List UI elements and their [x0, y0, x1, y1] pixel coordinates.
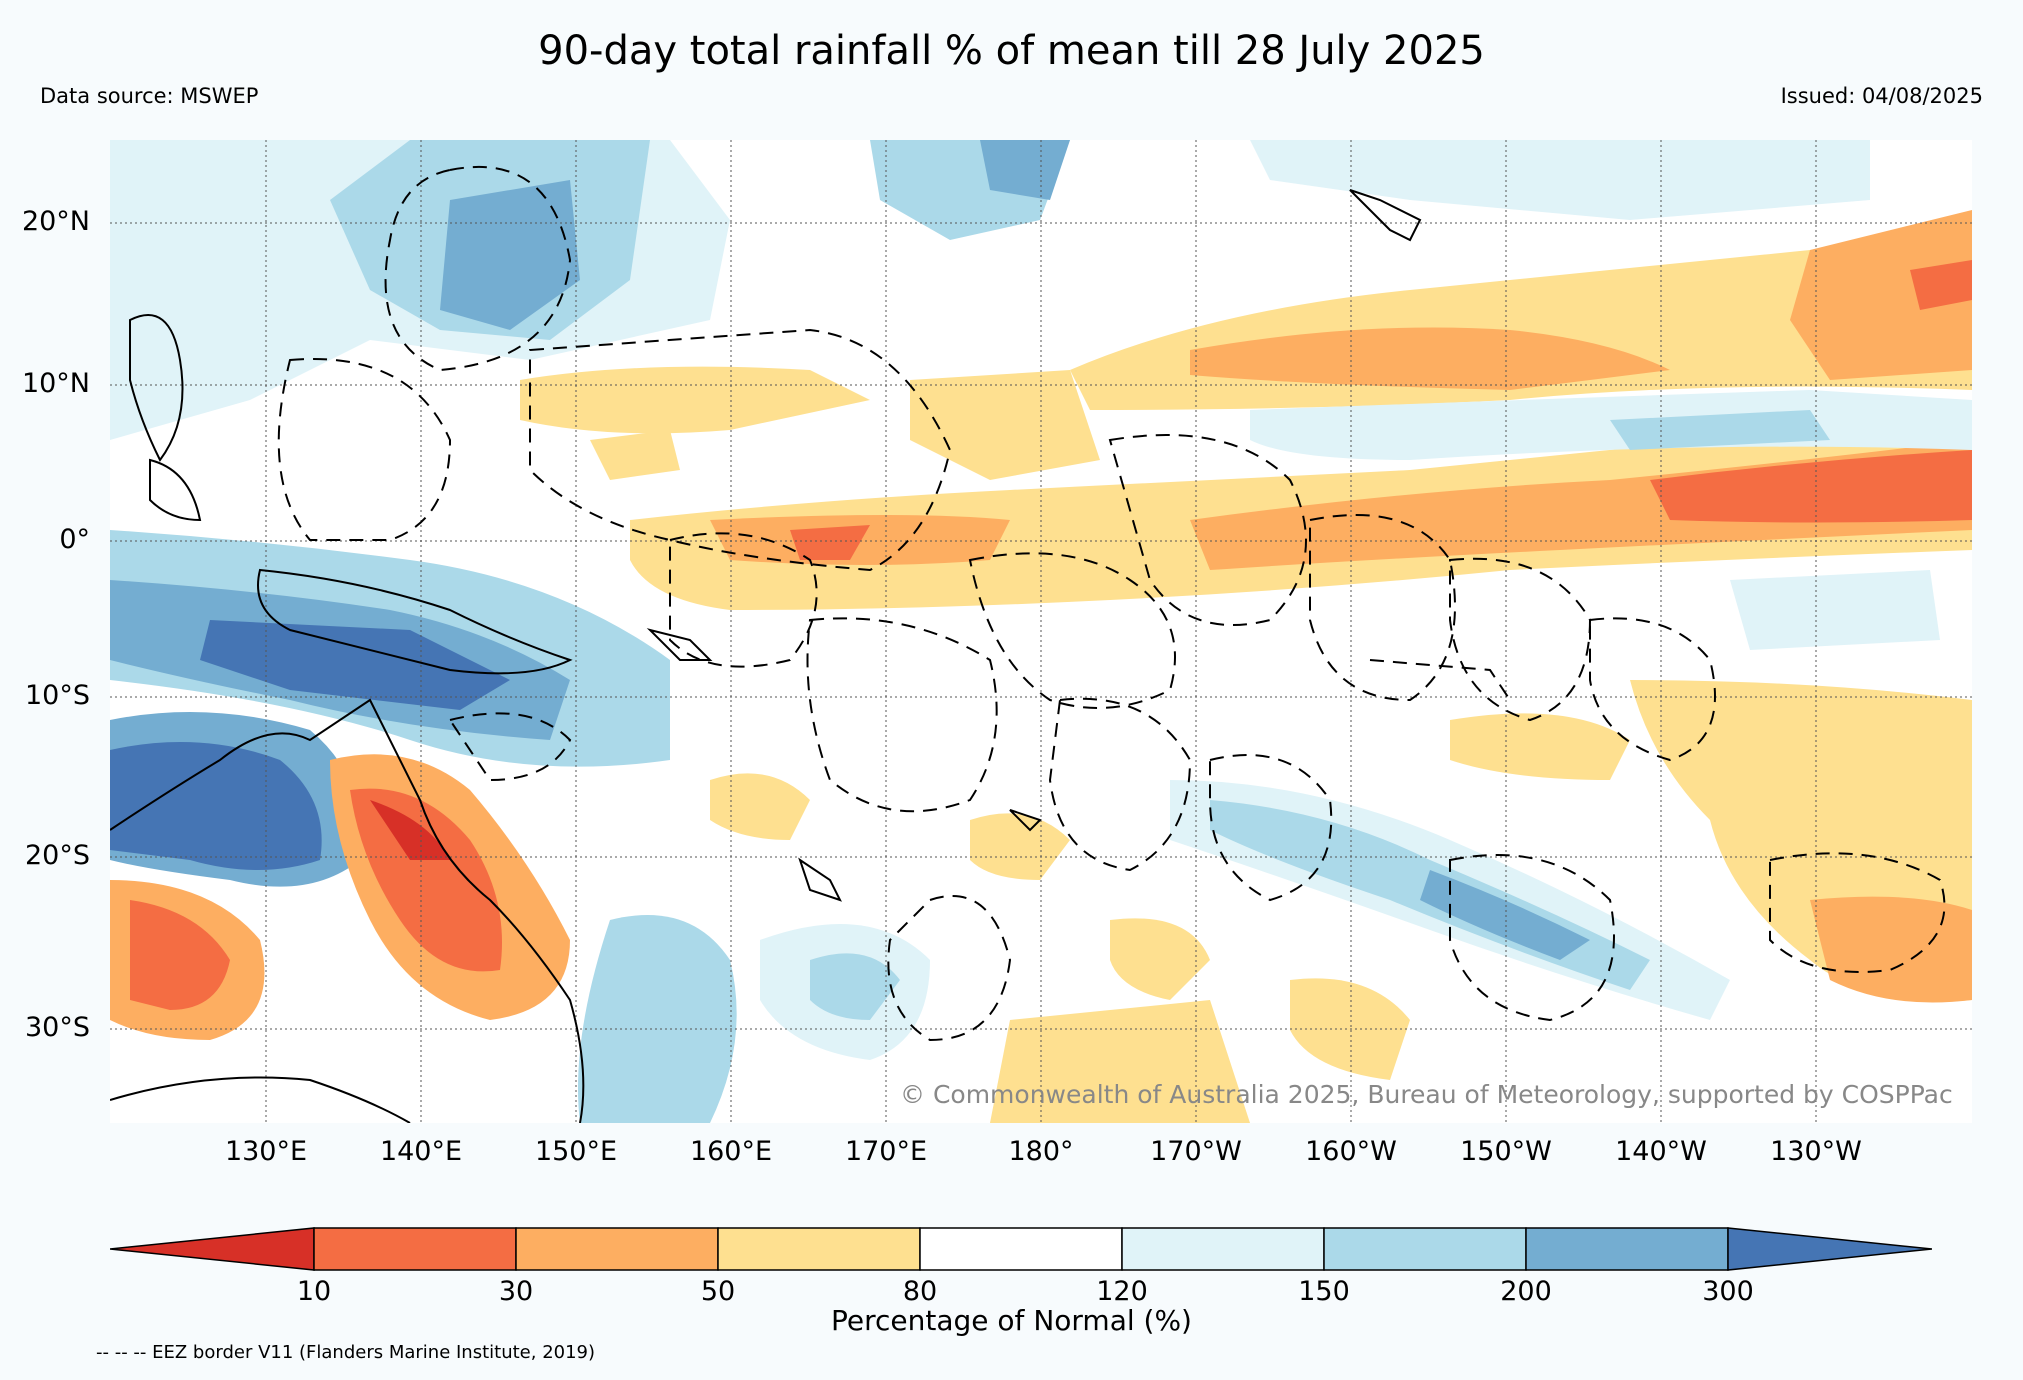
colorbar-label: Percentage of Normal (%)	[831, 1304, 1192, 1337]
colorbar-tick-50: 50	[700, 1276, 736, 1307]
colorbar-tick-200: 200	[1500, 1276, 1552, 1307]
eez-borders	[277, 165, 1946, 1042]
lon-label-130w: 130°W	[1770, 1136, 1862, 1167]
graticule	[110, 140, 1972, 1123]
lon-label-150w: 150°W	[1460, 1136, 1552, 1167]
map-copyright: © Commonwealth of Australia 2025, Bureau…	[900, 1080, 1953, 1109]
coastlines	[110, 189, 1422, 1123]
colorbar-tick-10: 10	[296, 1276, 332, 1307]
lat-label-20s: 20°S	[25, 840, 90, 871]
colorbar-bin-30-50	[515, 1227, 719, 1271]
lon-label-140w: 140°W	[1615, 1136, 1707, 1167]
colorbar-bin-200-300	[1525, 1227, 1729, 1271]
colorbar-tick-120: 120	[1096, 1276, 1148, 1307]
lat-label-30s: 30°S	[25, 1012, 90, 1043]
eez-border-note: -- -- -- EEZ border V11 (Flanders Marine…	[96, 1342, 596, 1363]
lon-label-160e: 160°E	[689, 1136, 773, 1167]
colorbar	[110, 1227, 1932, 1271]
lon-label-140e: 140°E	[379, 1136, 463, 1167]
colorbar-bin-10-30	[313, 1227, 517, 1271]
lon-label-130e: 130°E	[224, 1136, 308, 1167]
colorbar-bin-150-200	[1323, 1227, 1527, 1271]
data-source-label: Data source: MSWEP	[40, 84, 259, 108]
colorbar-extend-high	[1727, 1227, 1932, 1271]
colorbar-tick-80: 80	[902, 1276, 938, 1307]
colorbar-tick-300: 300	[1702, 1276, 1754, 1307]
colorbar-bin-80-120	[919, 1227, 1123, 1271]
page-title: 90-day total rainfall % of mean till 28 …	[538, 28, 1485, 74]
colorbar-bin-120-150	[1121, 1227, 1325, 1271]
colorbar-tick-30: 30	[498, 1276, 534, 1307]
lon-label-180: 180°	[1008, 1136, 1074, 1167]
colorbar-tick-150: 150	[1298, 1276, 1350, 1307]
lat-label-10s: 10°S	[25, 680, 90, 711]
rainfall-anomaly-map: © Commonwealth of Australia 2025, Bureau…	[110, 140, 1972, 1123]
lon-label-170e: 170°E	[844, 1136, 928, 1167]
issued-date-label: Issued: 04/08/2025	[1780, 84, 1983, 108]
lat-label-10n: 10°N	[21, 368, 90, 399]
colorbar-bin-50-80	[717, 1227, 921, 1271]
lat-label-20n: 20°N	[21, 206, 90, 237]
lon-label-170w: 170°W	[1150, 1136, 1242, 1167]
lat-label-0: 0°	[59, 524, 90, 555]
lon-label-160w: 160°W	[1305, 1136, 1397, 1167]
lon-label-150e: 150°E	[534, 1136, 618, 1167]
colorbar-extend-low	[110, 1227, 315, 1271]
rainfall-field	[110, 140, 1972, 1123]
